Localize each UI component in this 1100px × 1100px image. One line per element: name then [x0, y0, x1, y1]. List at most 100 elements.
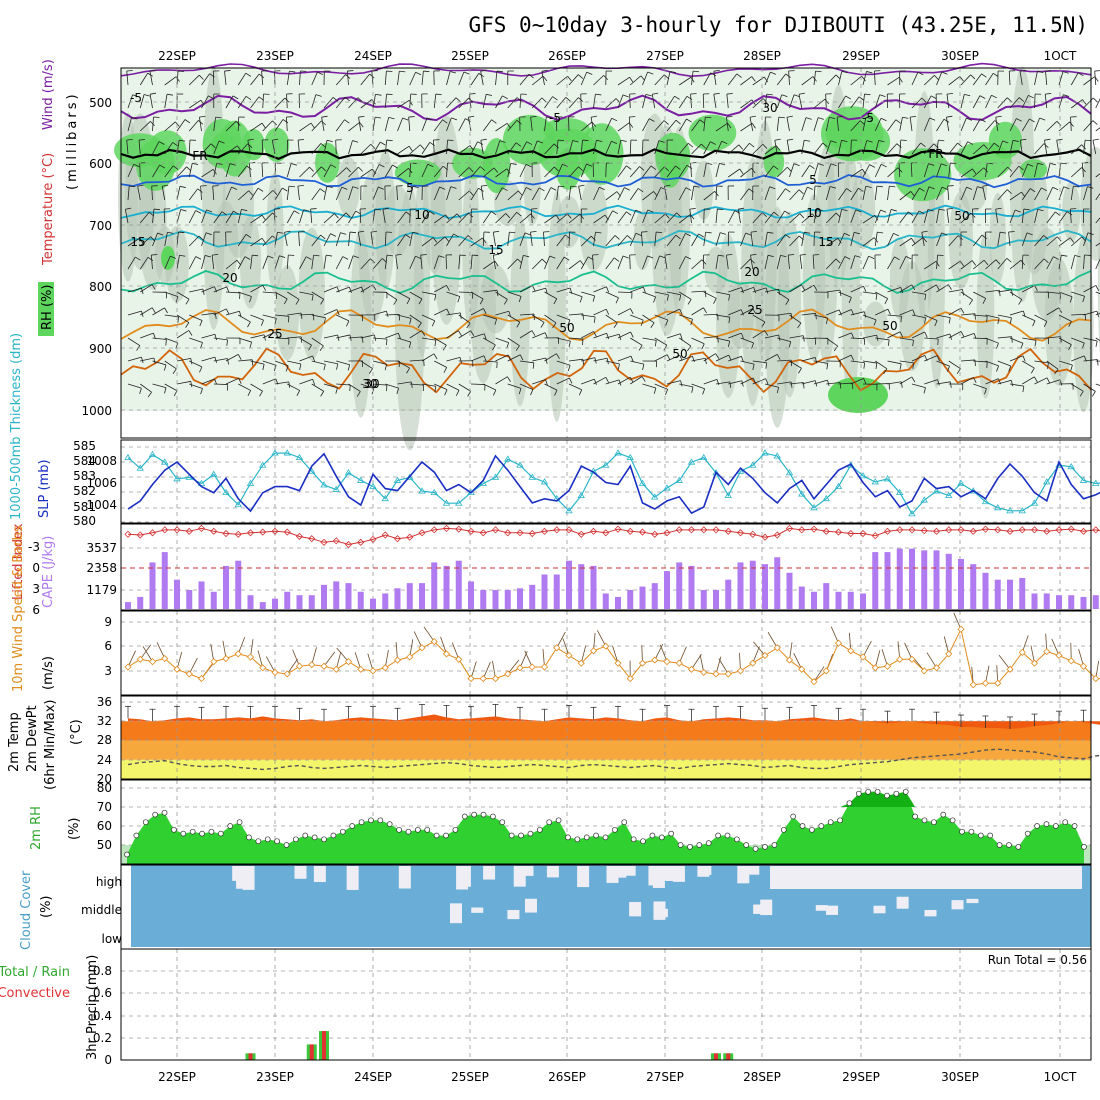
wind10-point [724, 670, 732, 678]
barb-flag [924, 331, 928, 338]
barb [397, 381, 412, 385]
barb-flag [841, 208, 848, 212]
barb-flag [1002, 140, 1009, 144]
thickness-point [883, 475, 892, 482]
barb-flag [880, 209, 887, 213]
cloud-high-cell [346, 866, 359, 890]
barb-flag [1020, 343, 1024, 349]
thickness-point [896, 488, 904, 496]
rh2m-point [921, 817, 928, 824]
thickness-point [1067, 462, 1075, 470]
barb [1071, 99, 1083, 109]
cape-bar [443, 565, 450, 609]
lifted-index-line [127, 527, 1100, 546]
barb [740, 99, 753, 109]
barb-flag [399, 70, 406, 73]
barb [786, 117, 790, 132]
li-point [847, 529, 855, 538]
barb-flag [706, 162, 713, 165]
barb [629, 233, 637, 247]
barb-flag [764, 330, 769, 336]
barb [924, 261, 937, 270]
barb-flag [761, 212, 767, 217]
barb-flag [1041, 187, 1047, 192]
barb-flag [664, 74, 669, 80]
pressure-tick-700: 700 [89, 219, 112, 233]
barb [813, 186, 816, 201]
li-point [749, 530, 757, 538]
li-point [724, 527, 732, 535]
contour-15 [120, 229, 1092, 251]
barb-flag [429, 210, 435, 215]
barb [679, 355, 693, 362]
barb-flag [804, 231, 811, 234]
cape-bar [198, 581, 205, 609]
barb [1083, 359, 1098, 362]
contour-5 [120, 174, 1092, 189]
barb [789, 284, 802, 293]
barb-flag [321, 166, 326, 172]
barb-flag [774, 138, 781, 141]
barb-flag [210, 143, 216, 149]
barb-flag [983, 259, 989, 266]
barb [1095, 383, 1100, 386]
li-point [798, 526, 806, 534]
barb [642, 94, 647, 109]
rh2m-point [461, 813, 468, 820]
barb [946, 117, 950, 132]
wind10-point [1043, 648, 1051, 656]
barb-flag [528, 73, 534, 79]
barb [679, 291, 692, 300]
cape-bar [480, 590, 487, 609]
cape-bar [333, 581, 340, 609]
barb [666, 71, 671, 86]
rh2m-point [687, 844, 693, 850]
barb-flag [798, 189, 804, 195]
rh2m-point [199, 830, 205, 837]
barb-flag [317, 71, 324, 75]
barb-flag [195, 256, 202, 260]
barb-flag [924, 294, 927, 301]
barb [336, 334, 350, 339]
barb [176, 166, 187, 178]
barb [237, 190, 250, 201]
barb-flag [1095, 285, 1100, 291]
rh2m-point [668, 830, 675, 837]
precip-bar-conv [322, 1031, 326, 1060]
rh2m-point [405, 828, 412, 835]
barb [850, 232, 855, 247]
rh2m-point [546, 819, 553, 826]
li-point [810, 525, 818, 533]
barb-flag [612, 210, 618, 215]
contour-label-0: -5 [130, 91, 142, 105]
wind10-point [271, 668, 279, 676]
cloud-cells [232, 866, 1082, 924]
barb [997, 360, 1011, 367]
barb [689, 209, 692, 224]
barb-flag [396, 388, 400, 394]
barb [985, 259, 997, 270]
barb [899, 117, 903, 132]
wind10-point [516, 664, 524, 672]
barb-flag [676, 212, 682, 218]
barb [152, 164, 160, 178]
barb [777, 312, 792, 316]
barb-flag [1006, 189, 1012, 194]
barb [262, 212, 273, 224]
barb [470, 255, 473, 270]
barb-flag [431, 320, 436, 327]
barb [911, 142, 921, 155]
barb [164, 337, 179, 344]
barb [1095, 173, 1100, 178]
barb [287, 291, 300, 300]
barb-flag [793, 163, 800, 166]
barb-flag [799, 213, 805, 219]
barb [948, 289, 963, 293]
wind10-speed-line [127, 627, 1100, 686]
barb [335, 232, 341, 247]
barb-flag [375, 93, 382, 96]
barb [137, 186, 141, 201]
barb [470, 187, 479, 201]
barb [176, 255, 180, 270]
wind10-point [589, 647, 598, 655]
